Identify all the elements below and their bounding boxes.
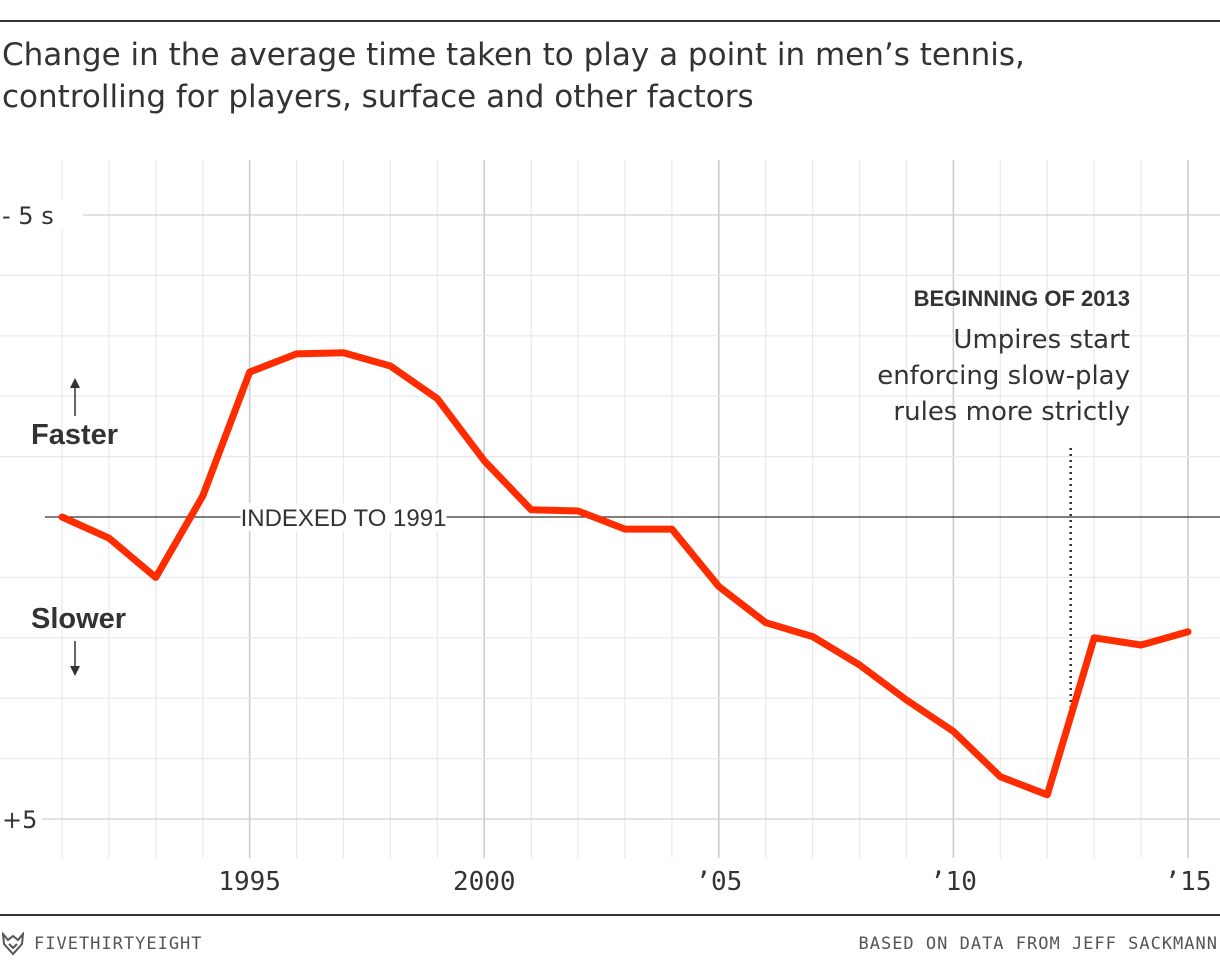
- source-credit: BASED ON DATA FROM JEFF SACKMANN: [858, 934, 1218, 954]
- chart-title: Change in the average time taken to play…: [2, 34, 1212, 118]
- reference-line-group: INDEXED TO 1991: [45, 503, 1220, 532]
- chart-title-line-1: Change in the average time taken to play…: [2, 37, 1025, 73]
- direction-labels: Faster Slower: [31, 378, 126, 676]
- annotation-line-3: rules more strictly: [893, 397, 1130, 427]
- slower-label: Slower: [31, 603, 126, 635]
- x-tick-label: ’15: [1165, 867, 1212, 897]
- slower-arrow-icon: [70, 666, 80, 676]
- faster-arrow-icon: [70, 378, 80, 388]
- y-tick-label: - 5 s: [2, 202, 54, 230]
- chart-title-line-2: controlling for players, surface and oth…: [2, 79, 754, 115]
- bottom-rule: [0, 914, 1220, 916]
- x-tick-label: 2000: [453, 867, 516, 897]
- series-line: [58, 349, 1192, 799]
- annotation-line-2: enforcing slow-play: [877, 361, 1130, 391]
- grid-lines: [0, 160, 1220, 858]
- axis-ticks: 1995 2000 ’05 ’10 ’15 - 5 s +5: [0, 200, 1211, 897]
- annotation-line-1: Umpires start: [953, 325, 1130, 355]
- footer-brand: FIVETHIRTYEIGHT: [2, 930, 203, 958]
- reference-line-label-background: [240, 503, 447, 531]
- y-tick-label-background: [0, 200, 83, 230]
- y-tick-label: +5: [2, 806, 37, 834]
- y-tick-label-background: [0, 804, 38, 834]
- faster-label: Faster: [31, 419, 118, 451]
- annotation-heading: BEGINNING OF 2013: [914, 286, 1130, 311]
- annotation: BEGINNING OF 2013 Umpires start enforcin…: [877, 286, 1130, 712]
- reference-line-label: INDEXED TO 1991: [241, 505, 447, 532]
- series-group: [58, 349, 1192, 799]
- x-tick-label: ’05: [695, 867, 742, 897]
- x-tick-label: 1995: [218, 867, 281, 897]
- brand-name: FIVETHIRTYEIGHT: [34, 934, 203, 954]
- fox-logo-icon: [2, 932, 24, 956]
- top-rule: [0, 20, 1220, 22]
- x-tick-label: ’10: [930, 867, 977, 897]
